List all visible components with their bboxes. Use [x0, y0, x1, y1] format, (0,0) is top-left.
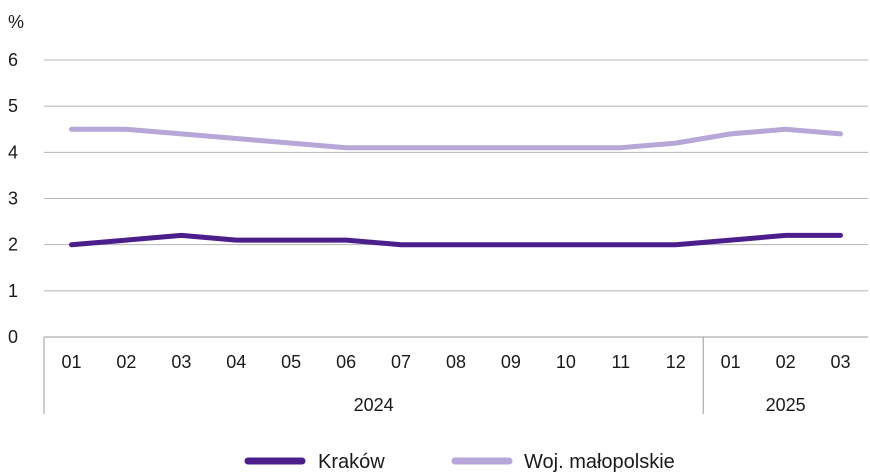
x-tick-label: 11	[611, 352, 630, 372]
x-tick-label: 02	[116, 352, 136, 372]
x-axis: 01 02 03 04 05 06 07 08 09 10 11 12 01 02 03 2024 2025	[43, 337, 851, 415]
x-tick-label: 01	[61, 352, 81, 372]
x-tick-label: 02	[776, 352, 796, 372]
y-tick-label: 1	[8, 281, 18, 301]
x-tick-label: 07	[391, 352, 411, 372]
x-tick-label: 10	[556, 352, 576, 372]
legend-label: Woj. małopolskie	[524, 451, 675, 472]
x-tick-label: 08	[446, 352, 466, 372]
x-group-label: 2025	[766, 395, 806, 415]
y-tick-label: 0	[8, 327, 18, 347]
y-tick-label: 6	[8, 50, 18, 70]
x-tick-label: 01	[721, 352, 741, 372]
y-tick-label: 5	[8, 96, 18, 116]
x-tick-label: 05	[281, 352, 301, 372]
series-line	[69, 126, 843, 151]
y-axis-ticks: 0 1 2 3 4 5 6	[8, 50, 18, 347]
y-tick-label: 4	[8, 142, 18, 162]
series-line	[69, 232, 843, 248]
series-lines	[69, 126, 843, 248]
x-tick-label: 09	[501, 352, 521, 372]
y-tick-label: 3	[8, 189, 18, 209]
x-tick-label: 12	[666, 352, 686, 372]
x-tick-label: 03	[171, 352, 191, 372]
x-group-label: 2024	[354, 395, 394, 415]
y-tick-label: 2	[8, 235, 18, 255]
legend: Kraków Woj. małopolskie	[244, 451, 675, 472]
x-tick-label: 06	[336, 352, 356, 372]
legend-label: Kraków	[318, 451, 385, 472]
grid-lines	[44, 59, 868, 338]
x-tick-label: 04	[226, 352, 246, 372]
y-axis-label: %	[8, 12, 24, 32]
x-tick-label: 03	[831, 352, 851, 372]
